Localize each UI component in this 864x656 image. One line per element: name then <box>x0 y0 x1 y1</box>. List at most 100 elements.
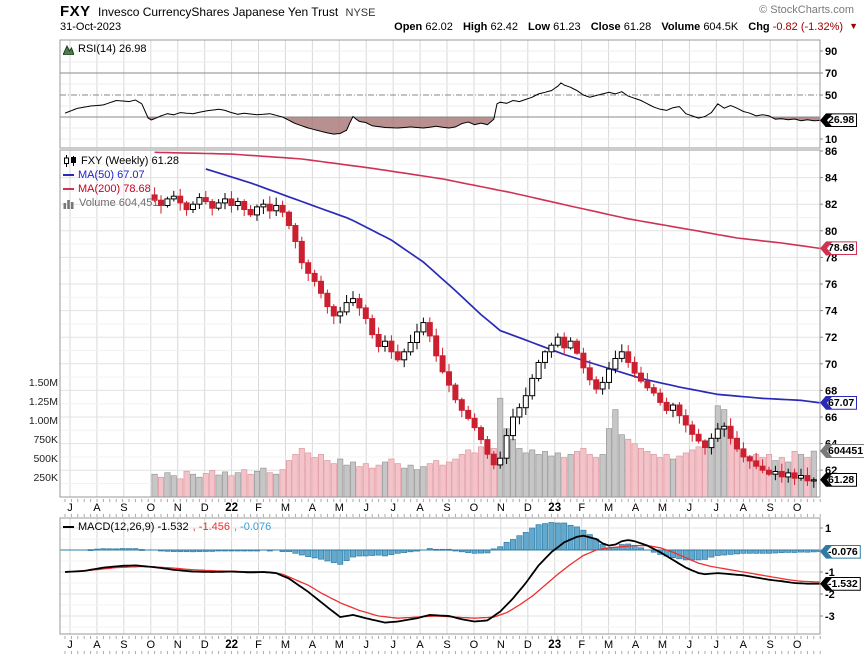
svg-text:22: 22 <box>225 502 238 514</box>
y-axis-labels: 90705010868482807876747270686664621-1-2-… <box>820 46 838 623</box>
svg-text:22: 22 <box>225 639 238 651</box>
macd-legend-label: MACD(12,26,9) -1.532 <box>78 521 189 533</box>
low-label: Low <box>528 21 551 33</box>
candlestick-icon <box>64 155 76 167</box>
svg-text:J: J <box>363 639 369 651</box>
security-name: Invesco CurrencyShares Japanese Yen Trus… <box>98 5 339 19</box>
svg-text:A: A <box>740 639 748 651</box>
svg-text:D: D <box>201 639 209 651</box>
ma50-legend: MA(50) 67.07 <box>63 169 145 181</box>
open-value: 62.02 <box>425 21 453 33</box>
ma200-legend: MA(200) 78.68 <box>63 183 151 195</box>
high-label: High <box>462 21 488 33</box>
ma200-value-tag: 78.68 <box>820 241 858 256</box>
volume-legend-label: Volume 604,451 <box>79 197 159 209</box>
svg-text:M: M <box>281 502 290 514</box>
svg-text:J: J <box>363 502 369 514</box>
macd-line-icon <box>63 526 74 528</box>
rsi-mountain-icon <box>63 44 74 55</box>
svg-text:S: S <box>767 639 774 651</box>
svg-text:O: O <box>470 639 479 651</box>
svg-text:M: M <box>658 639 667 651</box>
close-value: 61.28 <box>623 21 652 33</box>
svg-text:76: 76 <box>825 279 837 291</box>
svg-text:O: O <box>147 639 156 651</box>
svg-text:A: A <box>309 639 317 651</box>
low-value: 61.23 <box>553 21 581 33</box>
chg-label: Chg <box>748 21 770 33</box>
svg-text:M: M <box>658 502 667 514</box>
ma50-line-icon <box>63 174 74 176</box>
svg-text:66: 66 <box>825 412 837 424</box>
svg-text:F: F <box>255 502 262 514</box>
volume-legend: Volume 604,451 <box>63 197 159 209</box>
down-triangle-icon: ▼ <box>849 21 858 31</box>
exchange-label: NYSE <box>345 7 376 19</box>
quote-summary: Open 62.02 High 62.42 Low 61.23 Close 61… <box>387 21 858 33</box>
volume-value-tag: 604451 <box>820 444 864 459</box>
volume-tick-label: 1.50M <box>28 377 58 389</box>
gridlines <box>60 40 820 634</box>
svg-text:50: 50 <box>825 90 837 102</box>
svg-text:-1: -1 <box>825 567 835 579</box>
macd-hist-value-tag: -0.076 <box>820 544 861 559</box>
rsi-legend-label: RSI(14) 26.98 <box>78 43 147 55</box>
rsi-line <box>64 82 821 135</box>
ma200-legend-label: MA(200) 78.68 <box>78 183 151 195</box>
svg-text:S: S <box>767 502 774 514</box>
ma200-line-icon <box>63 188 74 190</box>
svg-text:D: D <box>524 502 532 514</box>
svg-text:J: J <box>67 502 73 514</box>
candlesticks <box>151 187 817 488</box>
svg-text:A: A <box>93 639 101 651</box>
svg-text:72: 72 <box>825 332 837 344</box>
rsi-oversold-fill <box>65 117 821 135</box>
volume-tick-label: 250K <box>33 472 58 484</box>
svg-text:O: O <box>793 639 802 651</box>
volume-label: Volume <box>661 21 701 33</box>
svg-text:90: 90 <box>825 46 837 58</box>
open-label: Open <box>394 21 423 33</box>
volume-tick-label: 1.25M <box>28 396 58 408</box>
price-legend: FXY (Weekly) 61.28 <box>63 155 179 167</box>
ma50-line <box>205 168 821 404</box>
svg-text:J: J <box>687 639 693 651</box>
svg-text:N: N <box>497 639 505 651</box>
svg-text:70: 70 <box>825 68 837 80</box>
svg-text:M: M <box>604 639 613 651</box>
svg-text:82: 82 <box>825 199 837 211</box>
ma200-line <box>154 151 821 250</box>
rsi-panel <box>60 72 821 135</box>
moving-averages <box>154 151 821 404</box>
svg-text:S: S <box>120 639 127 651</box>
svg-text:10: 10 <box>825 134 837 146</box>
chart-date: 31-Oct-2023 <box>60 21 122 33</box>
copyright: © StockCharts.com <box>759 4 854 16</box>
svg-text:86: 86 <box>825 146 837 158</box>
svg-text:O: O <box>470 502 479 514</box>
svg-text:D: D <box>524 639 532 651</box>
svg-text:O: O <box>793 502 802 514</box>
macd-signal-label: , -1.456 <box>192 521 230 533</box>
svg-text:1: 1 <box>825 523 831 535</box>
close-value-tag: 61.28 <box>820 472 858 487</box>
svg-text:23: 23 <box>548 502 561 514</box>
svg-text:A: A <box>416 502 424 514</box>
svg-text:78: 78 <box>825 252 837 264</box>
svg-text:N: N <box>497 502 505 514</box>
price-legend-label: FXY (Weekly) 61.28 <box>81 155 180 167</box>
svg-text:A: A <box>632 639 640 651</box>
volume-bars <box>151 397 817 498</box>
svg-text:J: J <box>390 502 396 514</box>
ma50-value-tag: 67.07 <box>820 395 858 410</box>
svg-text:F: F <box>578 639 585 651</box>
ticker-symbol: FXY <box>60 3 91 20</box>
svg-text:J: J <box>687 502 693 514</box>
svg-text:S: S <box>443 502 450 514</box>
svg-text:68: 68 <box>825 385 837 397</box>
macd-line <box>64 534 821 624</box>
svg-text:S: S <box>443 639 450 651</box>
macd-hist-label: , -0.076 <box>233 521 272 533</box>
svg-text:M: M <box>604 502 613 514</box>
